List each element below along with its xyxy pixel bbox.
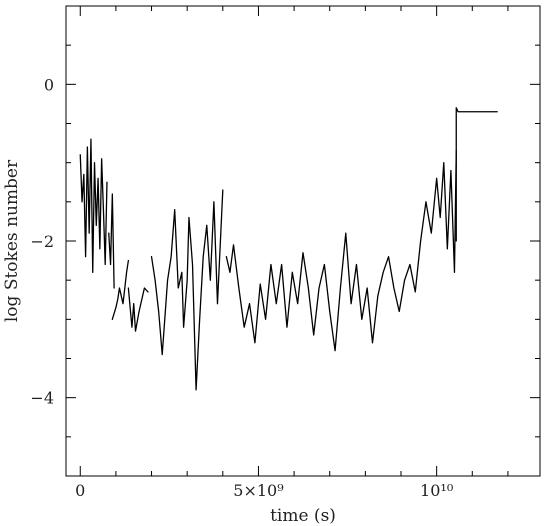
x-tick-label: 5×10⁹ <box>233 481 284 500</box>
x-tick-label: 10¹⁰ <box>420 481 453 500</box>
data-series <box>79 107 498 391</box>
data-line-segment <box>108 193 115 289</box>
data-line-segment <box>79 138 108 273</box>
data-line-segment <box>455 107 498 242</box>
x-axis-label: time (s) <box>270 506 336 526</box>
y-tick-label: 0 <box>44 75 54 94</box>
tick-labels: 0 5×10⁹ 10¹⁰ 0 −2 −4 <box>30 75 453 500</box>
y-tick-label: −4 <box>30 389 54 408</box>
data-line-segment <box>150 189 224 391</box>
data-line-segment <box>225 150 457 352</box>
plot-frame <box>65 5 541 477</box>
tick-marks <box>66 5 540 477</box>
y-tick-label: −2 <box>30 232 54 251</box>
x-tick-label: 0 <box>75 481 85 500</box>
data-line-segment <box>127 287 149 332</box>
data-line-segment <box>111 259 130 320</box>
y-axis-label: log Stokes number <box>2 159 22 322</box>
